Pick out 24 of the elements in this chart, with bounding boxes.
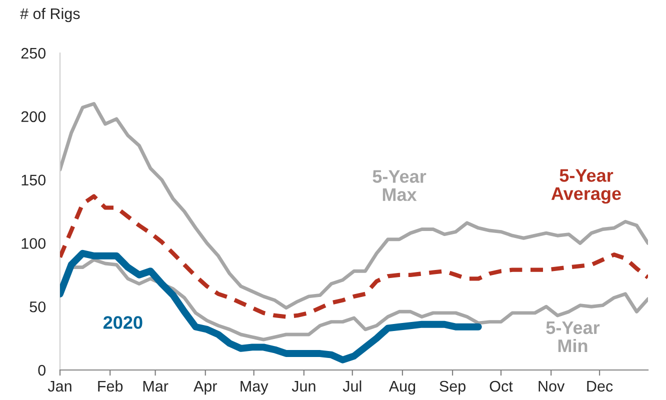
- y-tick-label: 250: [21, 48, 46, 59]
- x-tick-label: Jan: [48, 380, 72, 392]
- x-tick-label: Jun: [292, 380, 316, 392]
- y-tick-label: 100: [22, 238, 46, 249]
- y-tick-label: 150: [22, 174, 46, 186]
- x-tick-label: Jul: [342, 380, 362, 392]
- x-tick-label: Feb: [98, 380, 123, 392]
- x-tick-label: Oct: [490, 380, 513, 392]
- y-tick-label: 200: [21, 111, 46, 122]
- x-tick-label: Nov: [538, 380, 565, 392]
- text: 2020: [103, 316, 142, 329]
- x-tick-label: May: [240, 380, 268, 395]
- line-series: [60, 102, 648, 310]
- x-tick-label: Dec: [587, 380, 613, 392]
- series-label: 5-Year Max: [372, 170, 426, 202]
- x-tick-label: Mar: [143, 380, 168, 392]
- x-tick-label: Sep: [440, 380, 466, 395]
- text: 5-Year Average: [551, 169, 621, 204]
- y-axis-title: # of Rigs: [20, 8, 80, 22]
- y-tick-label: 0: [38, 364, 46, 376]
- x-tick-label: Aug: [388, 380, 416, 395]
- x-tick-label: Apr: [194, 380, 218, 395]
- series-label: 5-Year Min: [546, 321, 600, 352]
- y-tick-label: 50: [30, 301, 46, 312]
